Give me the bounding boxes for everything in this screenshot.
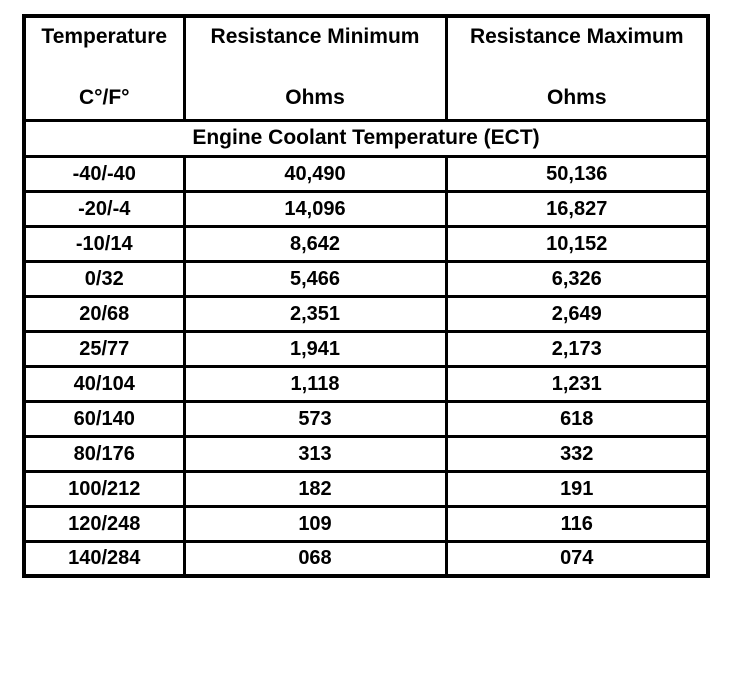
table-row: 100/212 182 191	[22, 469, 710, 508]
section-title-cell: Engine Coolant Temperature (ECT)	[22, 118, 710, 158]
table-row: -10/14 8,642 10,152	[22, 224, 710, 263]
resistance-min-cell: 14,096	[182, 189, 448, 228]
temperature-header-cell: Temperature C°/F°	[22, 14, 186, 122]
table-row: 20/68 2,351 2,649	[22, 294, 710, 333]
resistance-max-cell: 116	[444, 504, 710, 543]
temperature-cell: 80/176	[22, 434, 186, 473]
resistance-max-header-unit: Ohms	[546, 86, 607, 110]
table-row: 120/248 109 116	[22, 504, 710, 543]
ect-resistance-table: Temperature C°/F° Resistance Minimum Ohm…	[22, 14, 710, 578]
resistance-min-cell: 573	[182, 399, 448, 438]
resistance-max-cell: 6,326	[444, 259, 710, 298]
resistance-max-cell: 074	[444, 539, 710, 578]
resistance-min-cell: 182	[182, 469, 448, 508]
temperature-cell: 40/104	[22, 364, 186, 403]
resistance-min-cell: 1,118	[182, 364, 448, 403]
temperature-cell: 140/284	[22, 539, 186, 578]
header-row: Temperature C°/F° Resistance Minimum Ohm…	[22, 14, 710, 122]
temperature-cell: 60/140	[22, 399, 186, 438]
resistance-max-header-title: Resistance Maximum	[469, 25, 684, 48]
table-row: 60/140 573 618	[22, 399, 710, 438]
table-row: 25/77 1,941 2,173	[22, 329, 710, 368]
resistance-min-header-unit: Ohms	[285, 86, 345, 110]
temperature-cell: 20/68	[22, 294, 186, 333]
resistance-min-cell: 313	[182, 434, 448, 473]
resistance-min-cell: 1,941	[182, 329, 448, 368]
resistance-max-cell: 16,827	[444, 189, 710, 228]
table-row: 80/176 313 332	[22, 434, 710, 473]
resistance-max-cell: 191	[444, 469, 710, 508]
resistance-max-cell: 332	[444, 434, 710, 473]
temperature-cell: -10/14	[22, 224, 186, 263]
resistance-max-cell: 50,136	[444, 154, 710, 193]
table-row: 0/32 5,466 6,326	[22, 259, 710, 298]
resistance-min-cell: 40,490	[182, 154, 448, 193]
resistance-max-cell: 618	[444, 399, 710, 438]
section-title-row: Engine Coolant Temperature (ECT)	[22, 118, 710, 158]
resistance-max-cell: 1,231	[444, 364, 710, 403]
temperature-header-title: Temperature	[41, 25, 168, 48]
temperature-cell: 0/32	[22, 259, 186, 298]
resistance-max-cell: 2,649	[444, 294, 710, 333]
temperature-header-unit: C°/F°	[78, 86, 130, 110]
resistance-max-cell: 10,152	[444, 224, 710, 263]
resistance-min-cell: 109	[182, 504, 448, 543]
resistance-min-cell: 8,642	[182, 224, 448, 263]
resistance-min-cell: 068	[182, 539, 448, 578]
resistance-min-cell: 5,466	[182, 259, 448, 298]
table-row: 140/284 068 074	[22, 539, 710, 578]
resistance-min-header-cell: Resistance Minimum Ohms	[182, 14, 448, 122]
temperature-cell: 25/77	[22, 329, 186, 368]
table-header: Temperature C°/F° Resistance Minimum Ohm…	[22, 14, 710, 158]
table-row: 40/104 1,118 1,231	[22, 364, 710, 403]
temperature-cell: 100/212	[22, 469, 186, 508]
resistance-min-cell: 2,351	[182, 294, 448, 333]
temperature-cell: 120/248	[22, 504, 186, 543]
resistance-max-header-cell: Resistance Maximum Ohms	[444, 14, 710, 122]
table-row: -40/-40 40,490 50,136	[22, 154, 710, 193]
resistance-max-cell: 2,173	[444, 329, 710, 368]
temperature-cell: -20/-4	[22, 189, 186, 228]
resistance-min-header-title: Resistance Minimum	[210, 25, 420, 48]
table-body: -40/-40 40,490 50,136 -20/-4 14,096 16,827 -10…	[22, 154, 710, 578]
table-row: -20/-4 14,096 16,827	[22, 189, 710, 228]
temperature-cell: -40/-40	[22, 154, 186, 193]
